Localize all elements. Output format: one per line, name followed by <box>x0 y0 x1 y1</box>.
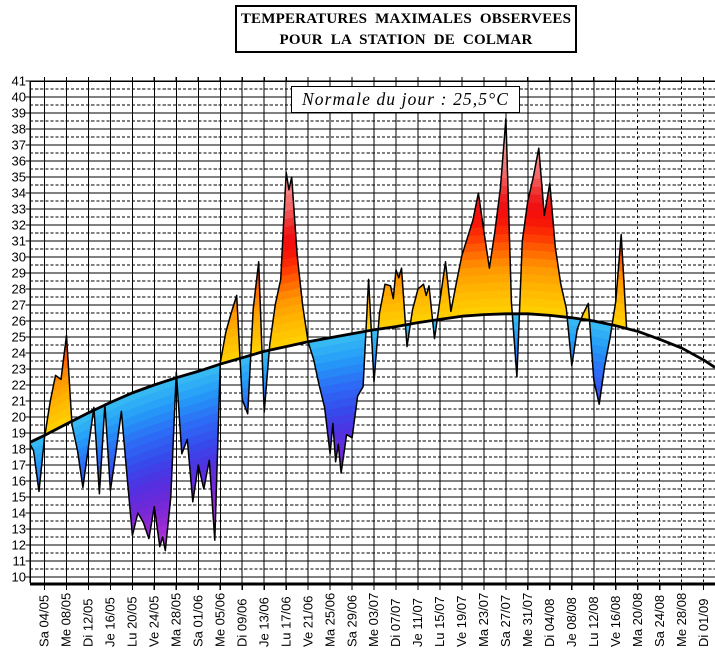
svg-text:Ve 24/05: Ve 24/05 <box>147 596 162 647</box>
svg-text:40: 40 <box>12 90 26 105</box>
svg-text:Sa 04/05: Sa 04/05 <box>37 595 52 647</box>
svg-text:22: 22 <box>12 378 26 393</box>
svg-text:41: 41 <box>12 74 26 89</box>
svg-text:25: 25 <box>12 330 26 345</box>
svg-text:Lu 15/07: Lu 15/07 <box>432 596 447 647</box>
svg-text:Di 07/07: Di 07/07 <box>388 599 403 647</box>
svg-text:33: 33 <box>12 202 26 217</box>
svg-text:37: 37 <box>12 138 26 153</box>
svg-text:Me 28/08: Me 28/08 <box>674 593 689 647</box>
svg-text:20: 20 <box>12 410 26 425</box>
svg-text:Ve 21/06: Ve 21/06 <box>300 596 315 647</box>
svg-text:Sa 29/06: Sa 29/06 <box>344 595 359 647</box>
svg-text:35: 35 <box>12 170 26 185</box>
svg-text:Me 31/07: Me 31/07 <box>520 593 535 647</box>
svg-text:39: 39 <box>12 106 26 121</box>
svg-text:27: 27 <box>12 298 26 313</box>
svg-text:Ma 25/06: Ma 25/06 <box>322 593 337 647</box>
svg-text:10: 10 <box>12 570 26 585</box>
svg-text:Ma 28/05: Ma 28/05 <box>169 593 184 647</box>
svg-text:Je 13/06: Je 13/06 <box>256 597 271 647</box>
svg-text:12: 12 <box>12 538 26 553</box>
svg-text:11: 11 <box>13 554 27 569</box>
svg-text:13: 13 <box>12 522 26 537</box>
svg-text:30: 30 <box>12 250 26 265</box>
svg-text:Je 11/07: Je 11/07 <box>410 598 425 647</box>
svg-text:Me 05/06: Me 05/06 <box>213 593 228 647</box>
svg-text:Ve 19/07: Ve 19/07 <box>454 596 469 647</box>
svg-text:Sa 27/07: Sa 27/07 <box>498 595 513 647</box>
svg-text:Me 03/07: Me 03/07 <box>366 593 381 647</box>
svg-text:23: 23 <box>12 362 26 377</box>
svg-text:15: 15 <box>12 490 26 505</box>
svg-text:Sa 01/06: Sa 01/06 <box>191 595 206 647</box>
svg-text:Ma 20/08: Ma 20/08 <box>630 593 645 647</box>
svg-text:24: 24 <box>12 346 26 361</box>
svg-text:29: 29 <box>12 266 26 281</box>
svg-text:18: 18 <box>12 442 26 457</box>
svg-text:Di 09/06: Di 09/06 <box>234 599 249 647</box>
svg-text:Sa 24/08: Sa 24/08 <box>652 595 667 647</box>
svg-text:Je 08/08: Je 08/08 <box>564 597 579 647</box>
svg-text:38: 38 <box>12 122 26 137</box>
svg-text:Lu 17/06: Lu 17/06 <box>278 596 293 647</box>
svg-text:21: 21 <box>12 394 26 409</box>
svg-text:17: 17 <box>12 458 26 473</box>
svg-text:32: 32 <box>12 218 26 233</box>
svg-text:Ma 23/07: Ma 23/07 <box>476 593 491 647</box>
svg-text:31: 31 <box>12 234 26 249</box>
svg-text:14: 14 <box>12 506 26 521</box>
svg-text:Di 12/05: Di 12/05 <box>81 599 96 647</box>
svg-text:16: 16 <box>12 474 26 489</box>
svg-text:Je 16/05: Je 16/05 <box>103 597 118 647</box>
svg-text:34: 34 <box>12 186 26 201</box>
svg-text:Lu 20/05: Lu 20/05 <box>125 596 140 647</box>
svg-text:Me 08/05: Me 08/05 <box>59 593 74 647</box>
svg-text:28: 28 <box>12 282 26 297</box>
svg-text:Ve 16/08: Ve 16/08 <box>608 596 623 647</box>
svg-text:36: 36 <box>12 154 26 169</box>
svg-text:19: 19 <box>12 426 26 441</box>
svg-text:Lu 12/08: Lu 12/08 <box>586 596 601 647</box>
svg-text:26: 26 <box>12 314 26 329</box>
svg-text:Di 01/09: Di 01/09 <box>696 599 711 647</box>
svg-text:Di 04/08: Di 04/08 <box>542 599 557 647</box>
